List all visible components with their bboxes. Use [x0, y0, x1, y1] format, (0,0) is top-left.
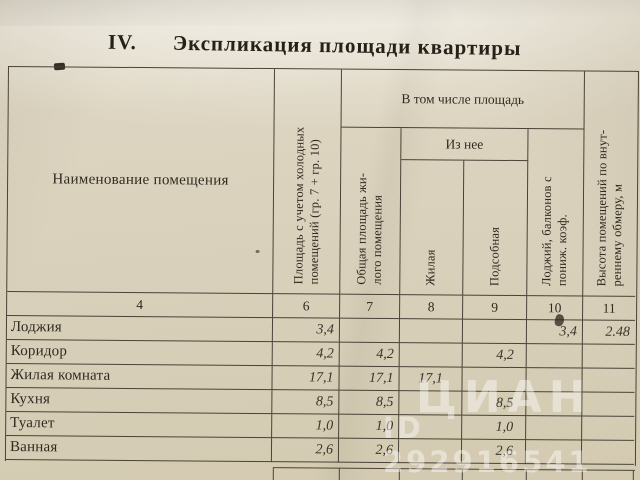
cell-height — [582, 344, 635, 369]
col-number: 9 — [463, 295, 528, 321]
section-numeral: IV. — [107, 29, 138, 55]
cell-auxiliary: 8,5 — [462, 391, 527, 417]
paper-crease — [0, 0, 640, 26]
cell-loggias — [526, 344, 583, 369]
cell-living — [399, 343, 463, 368]
cell-living — [399, 415, 463, 440]
cell-height — [582, 392, 635, 417]
cell-loggias — [525, 440, 583, 465]
header-living: Жилая — [400, 160, 465, 296]
header-room-name: Наименование помещения — [7, 67, 275, 295]
cell-total-living: 4,2 — [339, 342, 400, 368]
section-title-text: Экспликация площади квартиры — [172, 30, 522, 61]
cell-area-with-cold: 1,0 — [272, 414, 340, 439]
col-number: 7 — [340, 294, 401, 320]
cell-area-with-cold: 17,1 — [272, 366, 340, 391]
cell-total-living: 2,6 — [338, 438, 400, 464]
cell-auxiliary — [462, 319, 528, 345]
cell-height — [581, 440, 635, 465]
explication-table: Наименование помещения Площадь с учетом … — [4, 66, 639, 480]
cell-total-living — [339, 318, 401, 344]
cell-area-with-cold: 2,6 — [271, 438, 340, 463]
col-number: 8 — [400, 295, 464, 320]
cell-total-living: 8,5 — [339, 390, 400, 416]
cell-loggias — [526, 368, 583, 393]
cell-living — [399, 391, 463, 416]
header-room-height: Высота помещений по внут- реннему обмеру… — [583, 71, 637, 297]
cell-height: 2.48 — [582, 320, 636, 345]
header-of-it: Из нее — [401, 128, 529, 162]
cell-loggias — [526, 392, 583, 417]
header-loggias-balconies: Лоджий, балконов с пониж. коэф. — [527, 129, 585, 297]
col-number: 6 — [273, 294, 341, 319]
cell-living — [398, 439, 463, 464]
header-auxiliary: Подсобная — [463, 160, 529, 297]
col-number: 4 — [7, 292, 274, 319]
header-area-with-cold: Площадь с учетом холодных помещений (гр.… — [273, 69, 342, 295]
cell-height — [582, 416, 635, 441]
section-title: IV. Экспликация площади квартиры — [0, 28, 640, 63]
room-name: Ванная — [5, 435, 273, 463]
cell-loggias — [526, 416, 583, 441]
next-table-row-cutoff — [272, 467, 635, 480]
cell-height — [582, 368, 635, 393]
header-including-area: В том числе площадь — [341, 69, 585, 130]
cell-living — [399, 319, 464, 344]
cell-total-living: 17,1 — [339, 366, 400, 392]
header-total-living-area: Общая площадь жи- лого помещения — [340, 127, 402, 296]
cell-area-with-cold: 4,2 — [272, 342, 340, 367]
ink-dot-artifact — [255, 249, 260, 253]
room-name: Лоджия — [6, 316, 274, 343]
cell-total-living: 1,0 — [339, 414, 400, 440]
cell-living: 17,1 — [399, 367, 463, 392]
room-name: Кухня — [6, 387, 273, 415]
col-number: 11 — [583, 296, 636, 321]
cell-area-with-cold: 8,5 — [272, 390, 340, 415]
cell-auxiliary: 1,0 — [462, 415, 527, 441]
cell-auxiliary: 4,2 — [462, 343, 527, 369]
cell-auxiliary: 2,6 — [461, 439, 527, 465]
room-name: Коридор — [6, 339, 273, 367]
cell-auxiliary — [462, 367, 527, 393]
cell-area-with-cold: 3,4 — [272, 318, 341, 343]
room-name: Жилая комната — [6, 363, 273, 391]
room-name: Туалет — [6, 411, 273, 439]
